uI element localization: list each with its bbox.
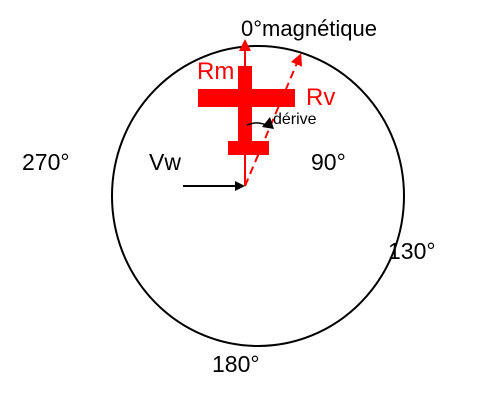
airplane-wing [198, 89, 295, 107]
north-label: 0°magnétique [241, 16, 378, 41]
compass-circle [111, 45, 405, 347]
bearing-130-label: 130° [388, 238, 436, 264]
magnetic-heading-label: Rm [197, 58, 235, 85]
true-heading-arrow [244, 53, 303, 187]
airplane-tailplane [228, 141, 269, 155]
drift-arrowhead-icon [262, 117, 274, 129]
wind-label: Vw [149, 149, 181, 175]
west-label: 270° [22, 149, 70, 175]
east-label: 90° [311, 149, 346, 175]
airplane-icon [198, 66, 295, 155]
true-heading-label: Rv [306, 84, 336, 111]
drift-label: dérive [273, 111, 317, 128]
south-label: 180° [212, 351, 260, 377]
